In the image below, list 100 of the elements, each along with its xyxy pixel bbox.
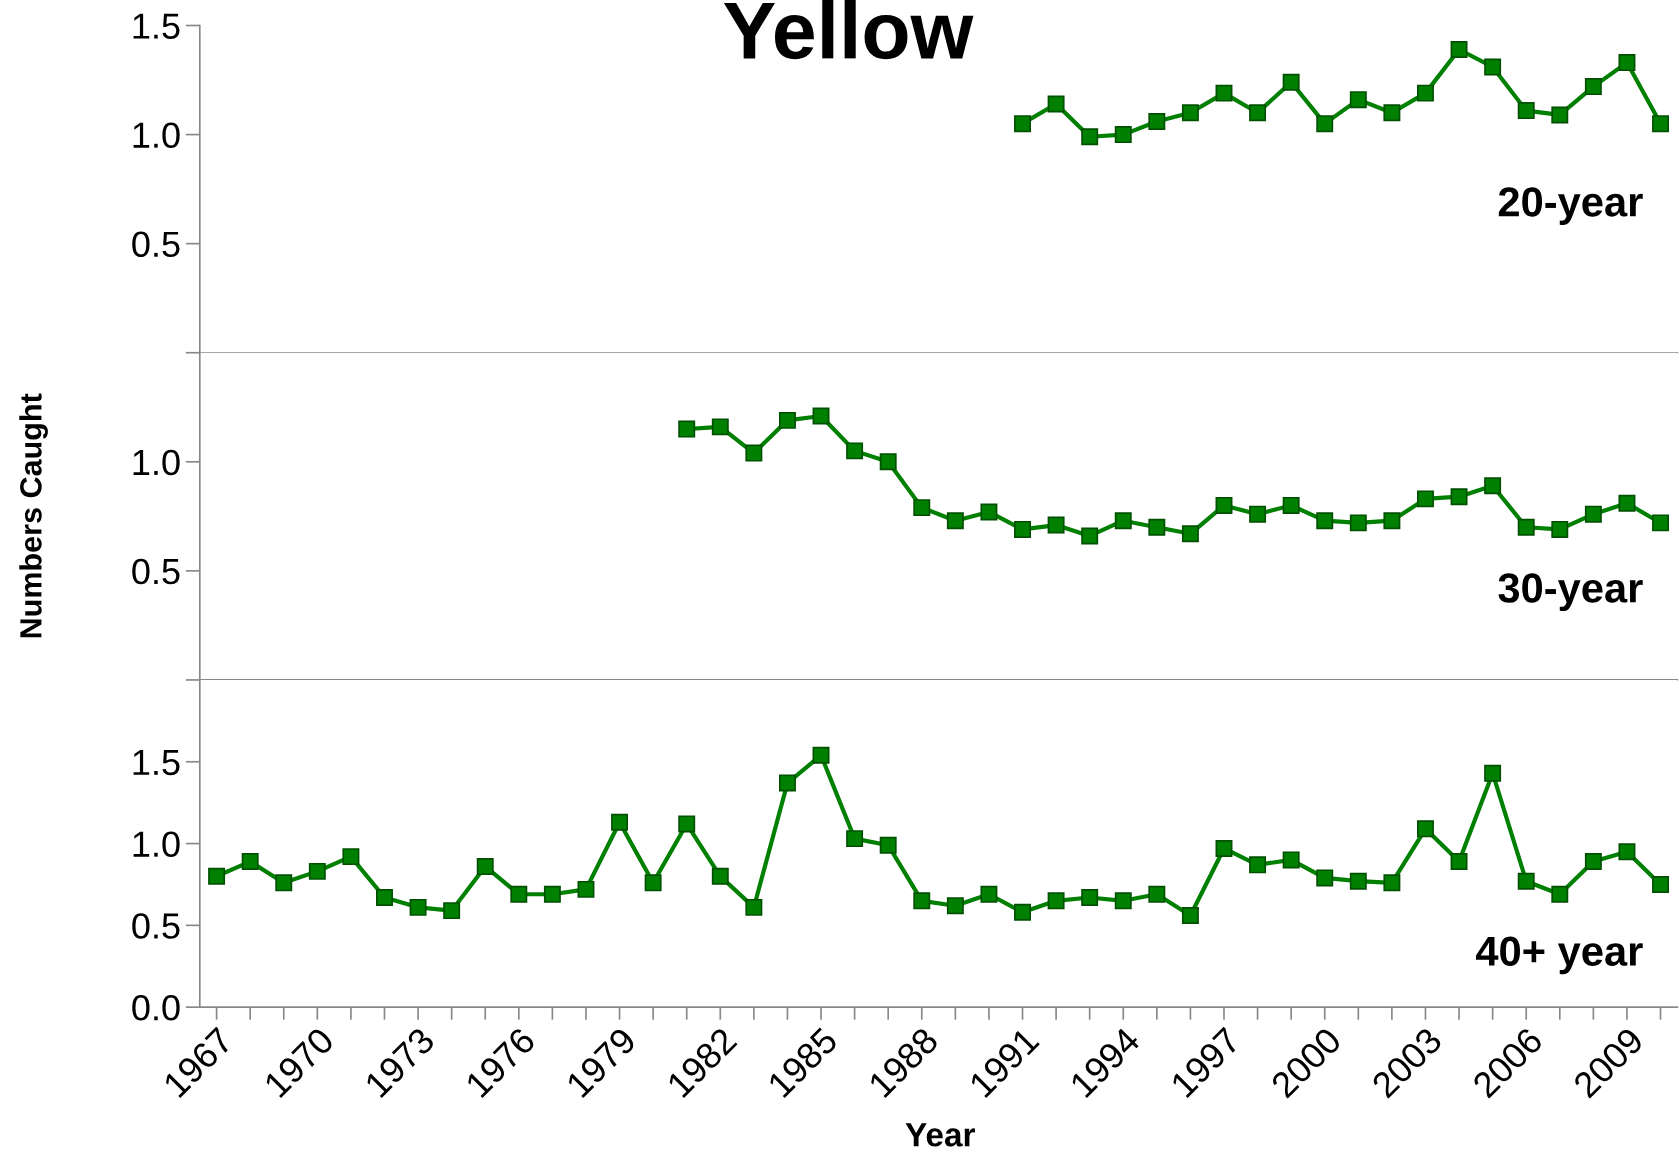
point	[1114, 126, 1132, 144]
point	[1416, 490, 1434, 508]
point	[745, 898, 763, 916]
point	[1047, 516, 1065, 534]
point	[1282, 851, 1300, 869]
point	[1249, 104, 1267, 122]
y-axis-title: Numbers Caught	[19, 393, 48, 638]
point	[1484, 764, 1502, 782]
point	[1484, 58, 1502, 76]
point	[1484, 477, 1502, 495]
point	[1383, 874, 1401, 892]
point	[879, 836, 897, 854]
point	[913, 499, 931, 517]
point	[1383, 104, 1401, 122]
point	[1450, 488, 1468, 506]
point	[241, 853, 259, 871]
y-tick-label: 0.5	[132, 558, 180, 585]
point	[980, 503, 998, 521]
point	[611, 813, 629, 831]
point	[1282, 496, 1300, 514]
point	[711, 867, 729, 885]
point	[1316, 869, 1334, 887]
point	[1517, 102, 1535, 120]
point	[1215, 496, 1233, 514]
point	[846, 442, 864, 460]
point	[1081, 128, 1099, 146]
point	[275, 874, 293, 892]
point	[1349, 872, 1367, 890]
annotation: 20-year	[1498, 187, 1643, 225]
point	[1652, 514, 1670, 532]
point	[1618, 54, 1636, 72]
point	[1349, 91, 1367, 109]
point	[1114, 892, 1132, 910]
point	[1215, 839, 1233, 857]
annotation: 40+ year	[1475, 936, 1643, 975]
annotation: 30-year	[1498, 573, 1643, 612]
point	[745, 444, 763, 462]
point	[1249, 505, 1267, 523]
point	[1316, 512, 1334, 530]
point	[1148, 518, 1166, 536]
point	[1215, 84, 1233, 102]
y-tick-label: 1.5	[133, 13, 180, 39]
point	[1450, 853, 1468, 871]
point	[1081, 527, 1099, 545]
point	[812, 407, 830, 425]
point	[1416, 820, 1434, 838]
point	[711, 418, 729, 436]
y-tick-label: 1.0	[133, 122, 180, 149]
point	[1383, 512, 1401, 530]
point	[208, 867, 226, 885]
point	[812, 746, 830, 764]
point	[946, 512, 964, 530]
point	[846, 830, 864, 848]
y-tick-label: 0.0	[132, 995, 180, 1021]
point	[543, 885, 561, 903]
point	[678, 815, 696, 833]
y-tick-label: 0.5	[132, 913, 180, 939]
point	[879, 453, 897, 471]
point	[1551, 106, 1569, 124]
point	[1181, 104, 1199, 122]
point	[308, 862, 326, 880]
point	[1316, 115, 1334, 133]
point	[678, 420, 696, 438]
point	[1416, 84, 1434, 102]
point	[1652, 115, 1670, 133]
y-tick-label: 1.0	[133, 831, 180, 857]
point	[1181, 907, 1199, 925]
point	[980, 885, 998, 903]
point	[1551, 885, 1569, 903]
point	[913, 892, 931, 910]
point	[1584, 853, 1602, 871]
point	[1652, 875, 1670, 893]
point	[476, 857, 494, 875]
point	[1081, 889, 1099, 907]
point	[946, 897, 964, 915]
y-tick-label: 0.5	[132, 231, 180, 258]
point	[1584, 78, 1602, 96]
point	[1114, 512, 1132, 530]
point	[1148, 113, 1166, 130]
point	[1618, 843, 1636, 861]
point	[1517, 518, 1535, 536]
point	[1014, 520, 1031, 538]
x-axis-title: Year	[905, 1123, 975, 1147]
point	[409, 898, 427, 916]
y-tick-label: 1.5	[133, 749, 180, 776]
point	[1551, 520, 1569, 538]
point	[1181, 525, 1199, 543]
point	[644, 874, 662, 892]
point	[1148, 885, 1166, 903]
point	[1282, 73, 1300, 91]
point	[1014, 115, 1031, 133]
point	[778, 411, 796, 429]
y-tick-label: 1.0	[133, 449, 180, 476]
point	[1014, 903, 1031, 921]
point	[1450, 41, 1468, 58]
point	[1249, 856, 1267, 874]
point	[1584, 505, 1602, 523]
point	[1517, 872, 1535, 890]
point	[778, 774, 796, 792]
point	[1047, 892, 1065, 910]
